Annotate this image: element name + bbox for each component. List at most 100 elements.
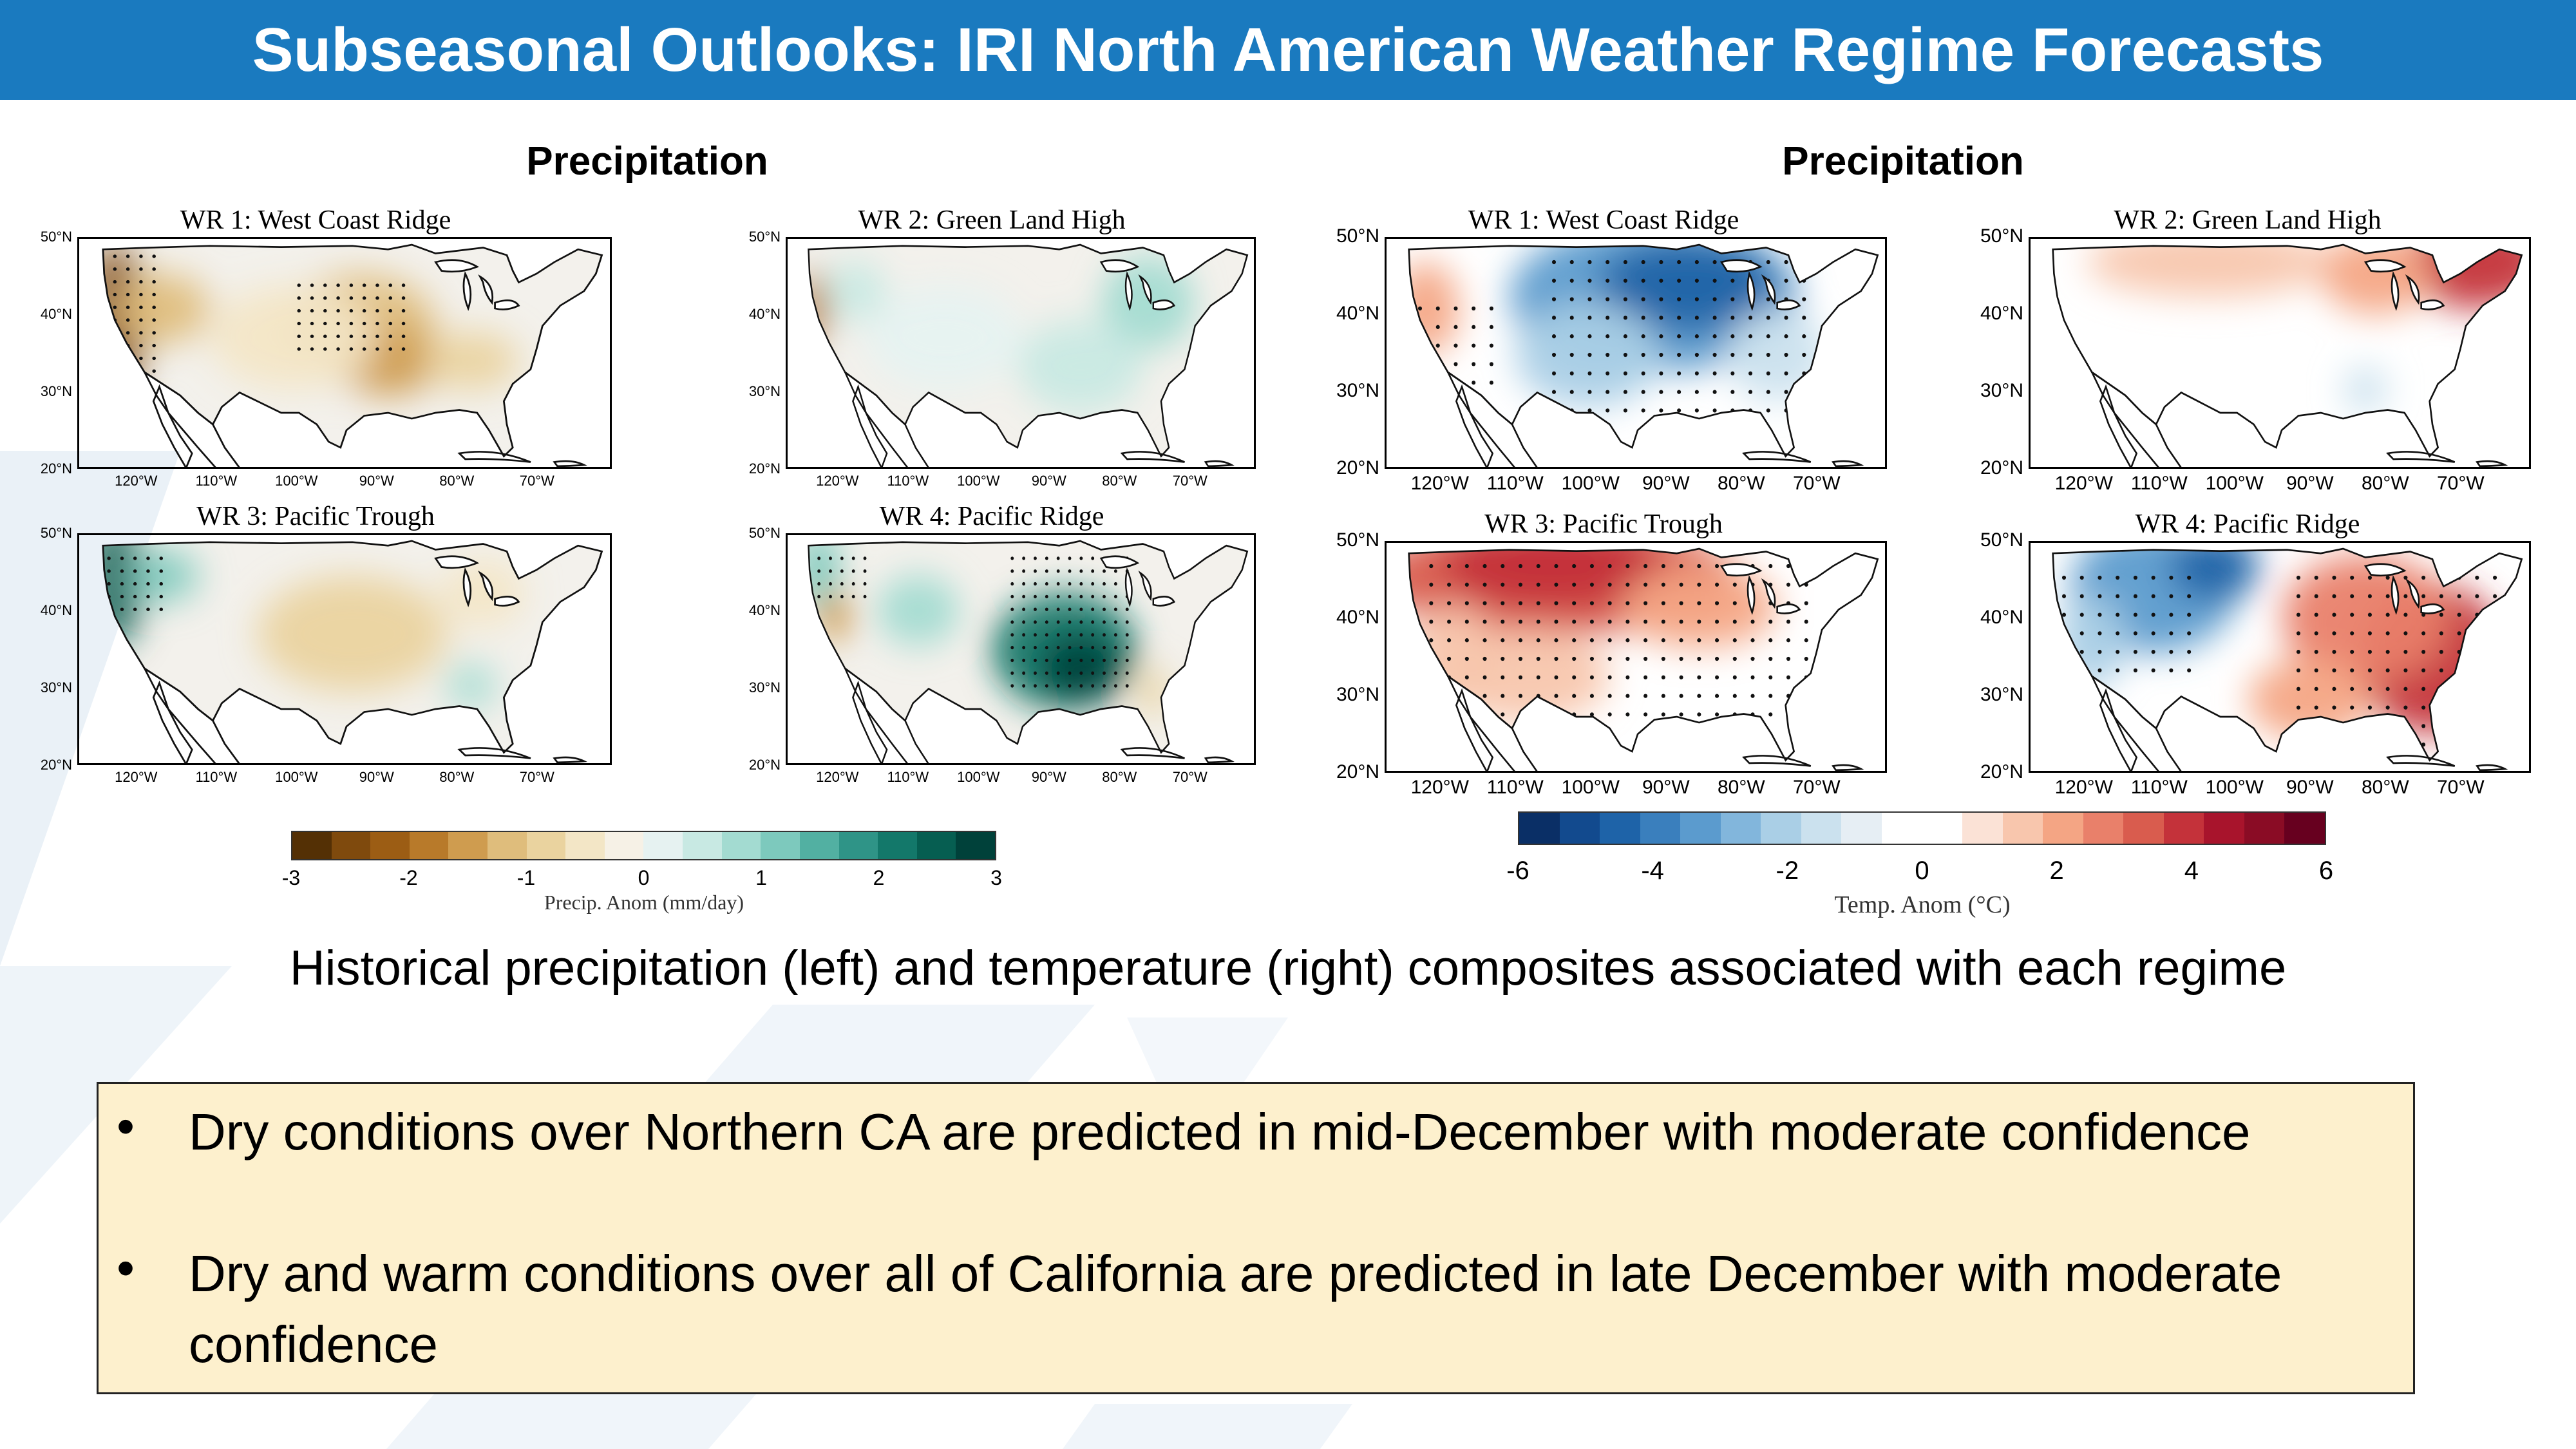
latitude-label: 20°N — [748, 756, 781, 773]
longitude-label: 80°W — [1102, 473, 1137, 489]
mexico-outline — [2089, 370, 2182, 467]
longitude-label: 80°W — [1717, 473, 1765, 494]
latitude-label: 30°N — [40, 679, 72, 696]
latitude-label: 40°N — [748, 601, 781, 618]
latitude-label: 50°N — [1980, 529, 2023, 551]
precip-colorbar-label: Precip. Anom (mm/day) — [544, 891, 744, 914]
longitude-label: 80°W — [2361, 473, 2409, 494]
great-lakes — [434, 259, 520, 311]
colorbar-segment — [526, 832, 566, 859]
colorbar-tick-label: 2 — [2049, 857, 2064, 885]
colorbar-tick-label: -6 — [1506, 857, 1530, 885]
longitude-label: 90°W — [1642, 777, 1690, 798]
colorbar-segment — [2244, 813, 2285, 844]
mexico-outline — [142, 370, 240, 467]
longitude-label: 100°W — [1561, 777, 1620, 798]
anomaly-field — [1408, 245, 1828, 413]
colorbar-segment — [2043, 813, 2083, 844]
latitude-label: 30°N — [1980, 380, 2023, 401]
colorbar-segment — [1680, 813, 1721, 844]
colorbar-segment — [956, 832, 995, 859]
colorbar-segment — [2284, 813, 2325, 844]
longitude-label: 110°W — [195, 473, 238, 489]
latitude-label: 40°N — [1336, 607, 1379, 628]
colorbar-segment — [1801, 813, 1842, 844]
great-lakes — [2363, 563, 2445, 615]
longitude-label: 70°W — [2436, 473, 2485, 494]
latitude-label: 20°N — [1980, 761, 2023, 782]
colorbar-segment — [643, 832, 683, 859]
slide-title: Subseasonal Outlooks: IRI North American… — [252, 15, 2324, 84]
mexico-outline — [2089, 674, 2182, 771]
longitude-label: 70°W — [1172, 473, 1208, 489]
longitude-label: 90°W — [1642, 473, 1690, 494]
great-lakes — [1099, 259, 1176, 311]
latitude-label: 20°N — [40, 756, 72, 773]
colorbar-segment — [721, 832, 761, 859]
longitude-label: 90°W — [2286, 777, 2334, 798]
colorbar-tick-label: 0 — [638, 866, 650, 889]
caribbean-islands — [2385, 755, 2508, 771]
significance-dots — [107, 556, 164, 611]
map-svg — [2052, 243, 2523, 467]
colorbar-tick-label: 2 — [873, 866, 885, 889]
latitude-label: 20°N — [1336, 761, 1379, 782]
forecast-notes-box: • Dry conditions over Northern CA are pr… — [97, 1082, 2415, 1394]
anomaly-field — [2058, 549, 2505, 747]
right-section-title: Precipitation — [1782, 139, 2024, 184]
longitude-label: 100°W — [1561, 473, 1620, 494]
caribbean-islands — [1120, 451, 1235, 467]
latitude-label: 30°N — [748, 679, 781, 696]
latitude-label: 50°N — [1336, 225, 1379, 247]
latitude-label: 40°N — [1980, 303, 2023, 324]
latitude-label: 50°N — [1980, 225, 2023, 247]
precip-map-wr1: WR 1: West Coast Ridge 50°N 40°N 30°N 20°N 1… — [13, 205, 618, 501]
latitude-label: 40°N — [1980, 607, 2023, 628]
great-lakes — [434, 555, 520, 607]
colorbar-segment — [331, 832, 371, 859]
longitude-label: 110°W — [195, 769, 238, 785]
colorbar-tick-label: 1 — [755, 866, 767, 889]
colorbar-segment — [878, 832, 917, 859]
precip-map-wr2: WR 2: Green Land High 50°N 40°N 30°N 20°N 12… — [721, 205, 1262, 501]
colorbar-segment — [799, 832, 839, 859]
latitude-label: 40°N — [40, 601, 72, 618]
longitude-label: 120°W — [115, 473, 158, 489]
caribbean-islands — [1741, 755, 1864, 771]
colorbar-segment — [1922, 813, 1963, 844]
map-plot-area — [786, 533, 1256, 765]
colorbar-tick-label: -1 — [516, 866, 536, 889]
longitude-label: 80°W — [2361, 777, 2409, 798]
map-plot-area — [2029, 541, 2531, 773]
latitude-label: 30°N — [40, 383, 72, 399]
longitude-label: 120°W — [2054, 473, 2113, 494]
longitude-label: 80°W — [439, 473, 475, 489]
map-title: WR 2: Green Land High — [2114, 205, 2382, 235]
left-section-title: Precipitation — [526, 139, 768, 184]
map-plot-area — [786, 237, 1256, 469]
mexico-outline — [1445, 674, 1538, 771]
latitude-label: 30°N — [1336, 380, 1379, 401]
map-plot-area — [1385, 237, 1887, 469]
longitude-label: 80°W — [439, 769, 475, 785]
map-title: WR 1: West Coast Ridge — [1468, 205, 1739, 235]
colorbar-segment — [488, 832, 527, 859]
map-svg — [102, 540, 603, 763]
temp-colorbar-label: Temp. Anom (°C) — [1834, 891, 2011, 918]
colorbar-segment — [604, 832, 644, 859]
colorbar-segment — [1720, 813, 1761, 844]
latitude-label: 50°N — [748, 228, 781, 245]
longitude-label: 90°W — [2286, 473, 2334, 494]
great-lakes — [1719, 563, 1801, 615]
longitude-label: 100°W — [2205, 777, 2264, 798]
latitude-label: 50°N — [1336, 529, 1379, 551]
longitude-label: 100°W — [957, 473, 1000, 489]
colorbar-segment — [683, 832, 722, 859]
temp-colorbar — [1518, 811, 2326, 845]
longitude-label: 70°W — [1792, 473, 1841, 494]
colorbar-segment — [838, 832, 878, 859]
longitude-label: 120°W — [2054, 777, 2113, 798]
anomaly-field — [102, 541, 525, 709]
colorbar-segment — [1962, 813, 2003, 844]
colorbar-segment — [1841, 813, 1882, 844]
